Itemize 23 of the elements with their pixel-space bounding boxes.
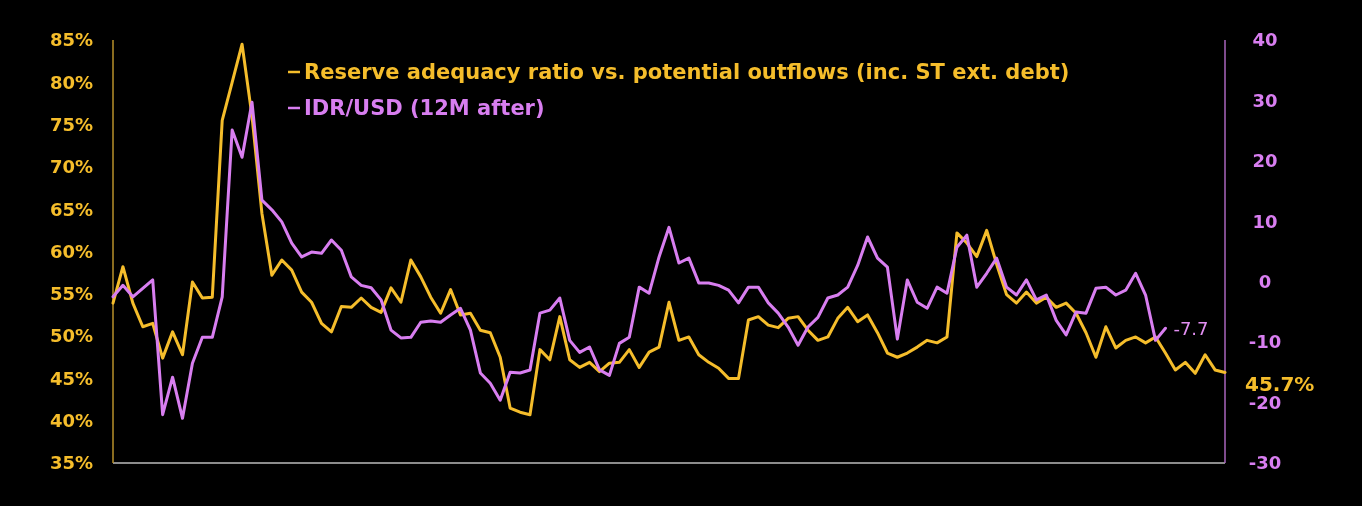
y2-tick-label: -10 xyxy=(1248,331,1282,353)
y-tick-label: 45% xyxy=(49,367,93,389)
legend-label: IDR/USD (12M after) xyxy=(304,96,545,121)
y2-tick-label: 20 xyxy=(1252,150,1278,172)
y2-tick-label: 40 xyxy=(1252,29,1278,51)
y-tick-label: 55% xyxy=(49,283,93,305)
y-tick-label: 60% xyxy=(49,240,93,262)
y-tick-label: 75% xyxy=(49,113,93,135)
y-tick-label: 40% xyxy=(49,410,93,431)
y2-tick-label: -30 xyxy=(1248,452,1282,474)
annotation: -7.7 xyxy=(1173,317,1209,339)
y2-tick-label: 30 xyxy=(1252,89,1278,111)
y-tick-label: 80% xyxy=(49,71,93,93)
y2-tick-label: 0 xyxy=(1258,271,1272,293)
y-tick-label: 35% xyxy=(49,452,93,474)
legend-label: Reserve adequacy ratio vs. potential outflows (inc. ST ext. debt) xyxy=(304,60,1070,85)
y-tick-label: 85% xyxy=(49,29,93,51)
y-tick-label: 70% xyxy=(49,156,93,178)
line-series xyxy=(111,42,1227,417)
y-tick-label: 50% xyxy=(49,325,93,347)
line-series xyxy=(111,100,1167,420)
y-tick-label: 65% xyxy=(49,198,93,220)
y2-tick-label: 10 xyxy=(1252,210,1278,232)
